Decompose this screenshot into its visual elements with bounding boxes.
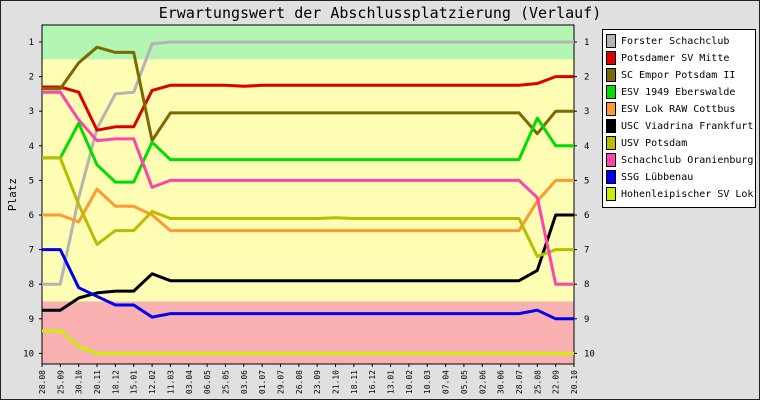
legend-item: ESV Lok RAW Cottbus — [606, 102, 735, 116]
x-tick-label: 12.02 — [148, 370, 157, 394]
x-tick-label: 07.04 — [442, 370, 451, 394]
y-tick-label: 8 — [29, 280, 34, 290]
legend-swatch — [606, 51, 616, 65]
y-tick-label: 7 — [29, 246, 34, 256]
y-tick-label: 6 — [29, 211, 34, 221]
chart-title: Erwartungswert der Abschlussplatzierung … — [158, 4, 602, 22]
y-tick-label: 4 — [29, 142, 34, 152]
legend-label: SC Empor Potsdam II — [621, 69, 736, 81]
y-tick-label-right: 7 — [584, 246, 589, 256]
x-tick-label: 03.06 — [240, 370, 249, 394]
legend-swatch — [606, 68, 616, 82]
series-line-0 — [42, 40, 574, 286]
legend-item: SSG Lübbenau — [606, 170, 693, 184]
y-tick-label: 2 — [29, 73, 34, 83]
legend-label: Schachclub Oranienburg — [621, 154, 754, 166]
x-tick-label: 10.03 — [423, 370, 432, 394]
legend-swatch — [606, 170, 616, 184]
y-tick-label-right: 5 — [584, 176, 589, 186]
x-tick-label: 26.08 — [295, 370, 304, 394]
legend: Forster Schachclub Potsdamer SV Mitte SC E… — [602, 29, 756, 208]
x-tick-label: 25.08 — [533, 370, 542, 394]
legend-label: ESV Lok RAW Cottbus — [621, 103, 736, 115]
x-tick-label: 05.05 — [460, 370, 469, 394]
y-tick-label: 5 — [29, 176, 34, 186]
x-tick-label: 18.11 — [350, 370, 359, 394]
legend-label: SSG Lübbenau — [621, 171, 694, 183]
legend-item: USV Potsdam — [606, 136, 687, 150]
legend-item: USC Viadrina Frankfurt — [606, 119, 753, 133]
x-tick-label: 23.09 — [313, 370, 322, 394]
series-line-6 — [42, 156, 574, 258]
y-tick-label-right: 6 — [584, 211, 589, 221]
x-tick-label: 21.10 — [332, 370, 341, 394]
legend-swatch — [606, 153, 616, 167]
x-tick-label: 10.02 — [405, 370, 414, 394]
legend-swatch — [606, 34, 616, 48]
legend-item: Hohenleipischer SV Lok — [606, 187, 753, 201]
legend-swatch — [606, 85, 616, 99]
legend-item: Schachclub Oranienburg — [606, 153, 753, 167]
y-tick-label-right: 9 — [584, 315, 589, 325]
x-tick-label: 02.06 — [478, 370, 487, 394]
series-line-9 — [42, 329, 574, 355]
series-line-8 — [42, 248, 574, 321]
legend-label: ESV 1949 Eberswalde — [621, 86, 736, 98]
y-tick-label-right: 4 — [584, 142, 589, 152]
legend-label: Hohenleipischer SV Lok — [621, 188, 754, 200]
y-tick-label: 9 — [29, 315, 34, 325]
x-tick-label: 06.05 — [203, 370, 212, 394]
legend-item: Forster Schachclub — [606, 34, 729, 48]
x-tick-label: 18.12 — [111, 370, 120, 394]
series-line-1 — [42, 75, 574, 132]
y-tick-label-right: 8 — [584, 280, 589, 290]
y-tick-label-right: 10 — [584, 349, 595, 359]
legend-swatch — [606, 136, 616, 150]
legend-item: ESV 1949 Eberswalde — [606, 85, 735, 99]
x-tick-label: 28.08 — [38, 370, 47, 394]
x-tick-label: 16.12 — [368, 370, 377, 394]
x-tick-label: 03.04 — [185, 370, 194, 394]
y-axis-label: Platz — [6, 178, 19, 211]
x-tick-label: 20.10 — [570, 370, 579, 394]
series-line-2 — [42, 45, 574, 143]
x-tick-label: 25.09 — [56, 370, 65, 394]
legend-label: Potsdamer SV Mitte — [621, 52, 730, 64]
legend-label: USV Potsdam — [621, 137, 688, 149]
series-line-4 — [42, 178, 574, 233]
y-tick-label: 1 — [29, 38, 34, 48]
x-tick-label: 20.11 — [93, 370, 102, 394]
plot-area — [41, 24, 575, 365]
series-line-5 — [42, 213, 574, 312]
legend-swatch — [606, 187, 616, 201]
legend-swatch — [606, 102, 616, 116]
x-tick-label: 11.03 — [166, 370, 175, 394]
legend-swatch — [606, 119, 616, 133]
y-tick-label: 10 — [23, 349, 34, 359]
series-line-7 — [42, 90, 574, 286]
x-tick-label: 28.07 — [515, 370, 524, 394]
x-tick-label: 01.07 — [258, 370, 267, 394]
x-tick-label: 13.01 — [387, 370, 396, 394]
legend-item: Potsdamer SV Mitte — [606, 51, 729, 65]
x-tick-label: 22.09 — [552, 370, 561, 394]
x-tick-label: 30.06 — [497, 370, 506, 394]
x-tick-label: 30.10 — [75, 370, 84, 394]
legend-label: USC Viadrina Frankfurt — [621, 120, 754, 132]
legend-label: Forster Schachclub — [621, 35, 730, 47]
y-tick-label: 3 — [29, 107, 34, 117]
series-line-3 — [42, 116, 574, 184]
y-tick-label-right: 3 — [584, 107, 589, 117]
legend-item: SC Empor Potsdam II — [606, 68, 735, 82]
x-tick-label: 15.01 — [130, 370, 139, 394]
x-tick-label: 29.07 — [276, 370, 285, 394]
x-tick-label: 25.05 — [221, 370, 230, 394]
y-tick-label-right: 2 — [584, 73, 589, 83]
y-tick-label-right: 1 — [584, 38, 589, 48]
